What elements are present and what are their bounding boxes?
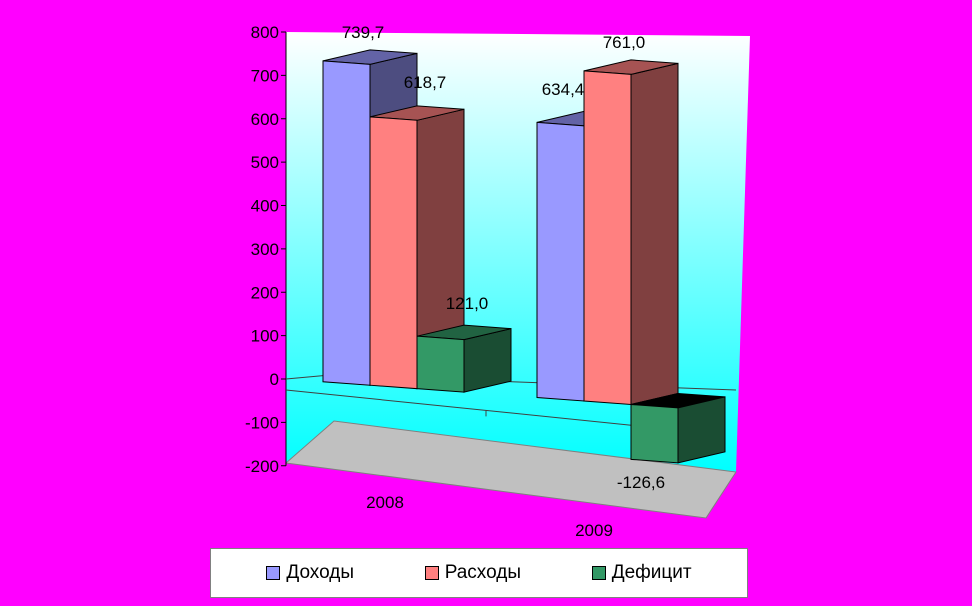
bar [583,59,679,406]
y-tick-label: 100 [251,327,279,346]
legend: Доходы Расходы Дефицит [210,548,748,598]
legend-label: Расходы [444,562,521,583]
legend-item: Расходы [424,562,521,584]
y-tick-label: 400 [251,197,279,216]
data-label: 739,7 [342,23,385,42]
bar-side [630,62,679,406]
y-tick-label: 0 [270,370,279,389]
y-tick-label: 300 [251,240,279,259]
legend-label: Дефицит [611,562,692,583]
y-tick-label: 200 [251,283,279,302]
data-label: 618,7 [404,73,447,92]
data-label: 121,0 [446,294,489,313]
bar [416,324,512,393]
x-tick-label: 2008 [366,493,404,512]
legend-swatch [424,566,439,580]
bar-side [677,396,726,464]
legend-label: Доходы [286,562,354,583]
bar-front [416,335,465,393]
legend-item: Дефицит [591,562,692,584]
bar-front [630,403,679,464]
data-label: 761,0 [603,33,646,52]
bar-front [322,60,371,386]
y-tick-label: -200 [245,457,279,476]
x-tick-label: 2009 [575,521,613,540]
bar-chart-3d: -200 -100 0 100 200 300 400 500 600 700 800 2008 200… [245,23,750,540]
data-label: -126,6 [617,473,665,492]
bar-front [536,121,585,402]
y-tick-label: 600 [251,110,279,129]
bar [630,392,726,464]
legend-item: Доходы [266,562,354,584]
data-label: 634,4 [542,80,585,99]
legend-swatch [266,566,281,580]
bar-front [369,116,418,390]
bar [369,105,465,390]
chart-floor [284,420,737,519]
y-tick-label: -100 [245,413,279,432]
bar-front [583,70,632,405]
y-tick-label: 700 [251,66,279,85]
y-tick-label: 800 [251,23,279,42]
legend-swatch [591,566,606,580]
y-tick-label: 500 [251,153,279,172]
